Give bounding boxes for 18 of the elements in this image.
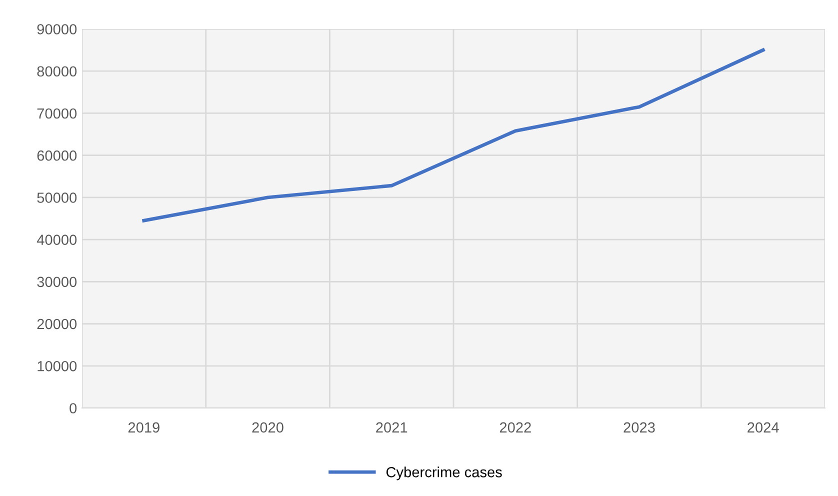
y-tick-label: 70000	[37, 108, 77, 119]
legend-label: Cybercrime cases	[386, 466, 502, 480]
y-tick-label: 10000	[38, 360, 77, 372]
y-tick-label: 60000	[37, 150, 77, 161]
y-tick-label: 30000	[37, 276, 77, 288]
x-tick-label: 2024	[748, 422, 779, 433]
line-series	[142, 48, 765, 222]
y-tick-label: 20000	[37, 318, 77, 330]
x-tick-label: 2019	[128, 422, 160, 433]
x-tick-label: 2023	[624, 422, 655, 433]
x-tick-label: 2022	[500, 422, 531, 433]
x-tick-label: 2020	[252, 422, 284, 433]
y-tick-label: 0	[70, 403, 77, 414]
y-tick-label: 50000	[37, 192, 77, 203]
y-tick-label: 80000	[37, 66, 77, 77]
x-tick-label: 2021	[376, 422, 408, 433]
y-tick-label: 90000	[37, 24, 77, 34]
y-tick-label: 40000	[36, 234, 77, 245]
